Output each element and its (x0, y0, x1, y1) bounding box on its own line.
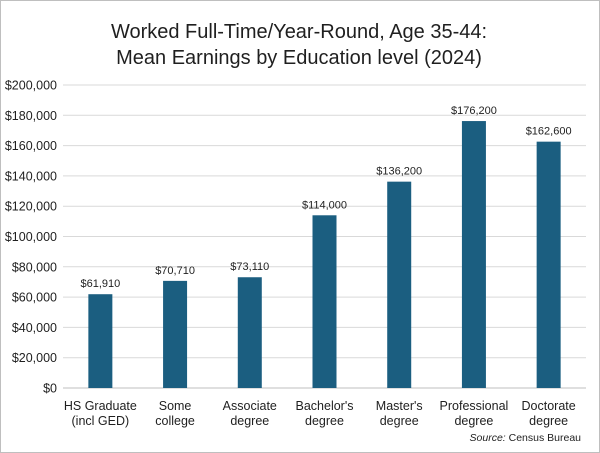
y-tick-label: $160,000 (5, 139, 57, 153)
x-tick-label: degree (380, 414, 419, 428)
chart-title: Worked Full-Time/Year-Round, Age 35-44: M… (111, 21, 487, 69)
bar (163, 280, 188, 388)
x-tick-label: (incl GED) (72, 414, 130, 428)
x-tick-label: college (155, 414, 195, 428)
x-tick-label: degree (305, 414, 344, 428)
y-axis-ticks: $0 $20,000 $40,000 $60,000 $80,000 $100,000 $1… (5, 79, 57, 396)
chart-title-line: Mean Earnings by Education level (2024) (116, 47, 482, 69)
bar (237, 277, 262, 388)
x-tick-label: Professional (440, 399, 509, 413)
y-tick-label: $80,000 (12, 260, 57, 274)
x-tick-label: Some (159, 399, 192, 413)
bar (88, 294, 113, 388)
y-tick-label: $180,000 (5, 109, 57, 123)
y-tick-label: $0 (43, 382, 57, 396)
y-tick-label: $60,000 (12, 291, 57, 305)
bars (88, 121, 561, 388)
y-tick-label: $120,000 (5, 200, 57, 214)
data-label: $162,600 (526, 126, 572, 138)
x-tick-label: Master's (376, 399, 423, 413)
data-label: $73,110 (230, 261, 269, 273)
x-tick-label: degree (230, 414, 269, 428)
bar (387, 181, 412, 388)
data-label: $136,200 (376, 166, 422, 178)
x-tick-label: Associate (223, 399, 277, 413)
y-tick-label: $100,000 (5, 230, 57, 244)
chart-title-line: Worked Full-Time/Year-Round, Age 35-44: (111, 21, 487, 43)
data-label: $114,000 (302, 199, 347, 211)
x-tick-label: Bachelor's (296, 399, 354, 413)
x-tick-label: HS Graduate (64, 399, 137, 413)
bar (536, 141, 561, 388)
y-tick-label: $200,000 (5, 79, 57, 93)
x-tick-label: degree (454, 414, 493, 428)
x-tick-label: degree (529, 414, 568, 428)
data-label: $176,200 (451, 105, 497, 117)
source-note: Source: Census Bureau (470, 432, 582, 444)
bar (461, 121, 486, 388)
x-tick-label: Doctorate (522, 399, 576, 413)
data-labels: $61,910 $70,710 $73,110 $114,000 $136,200 $17… (80, 105, 571, 290)
y-tick-label: $40,000 (12, 321, 57, 335)
bar (312, 215, 337, 388)
data-label: $61,910 (80, 278, 120, 290)
y-tick-label: $20,000 (12, 351, 57, 365)
y-tick-label: $140,000 (5, 169, 57, 183)
data-label: $70,710 (155, 265, 195, 277)
